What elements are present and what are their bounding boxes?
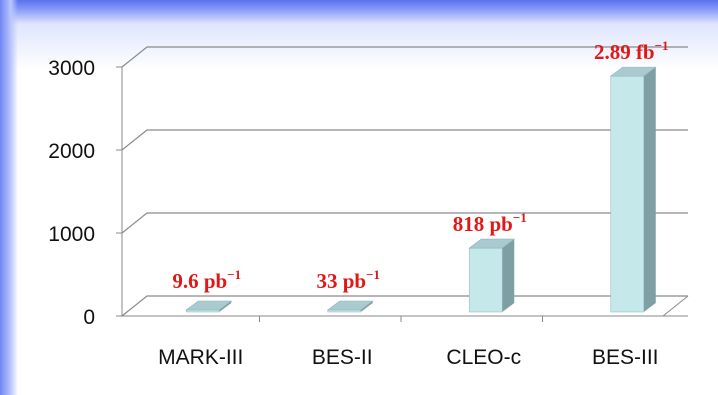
y-tick-label: 1000 — [48, 223, 95, 246]
gridline — [121, 212, 688, 234]
data-label: 818 pb−1 — [453, 210, 527, 236]
bar-top — [185, 300, 233, 311]
data-label: 9.6 pb−1 — [172, 267, 241, 293]
x-category-label: BES-III — [592, 346, 659, 369]
floor-edge — [662, 295, 689, 317]
x-category-label: MARK-III — [158, 346, 243, 369]
bar-front — [468, 247, 503, 313]
data-label-exponent: −1 — [366, 267, 380, 282]
y-tick-label: 0 — [83, 306, 95, 329]
data-label-exponent: −1 — [227, 267, 241, 282]
bar-side — [219, 301, 232, 312]
x-category-label: CLEO-c — [446, 346, 521, 369]
data-label-value: 2.89 fb — [594, 40, 655, 64]
bar-side — [360, 301, 373, 312]
bar-top — [468, 238, 516, 249]
bar-front — [610, 75, 645, 313]
gridline — [121, 129, 688, 151]
bar-layer — [185, 66, 657, 313]
data-label-exponent: −1 — [655, 38, 669, 53]
y-tick-label: 2000 — [48, 140, 95, 163]
slide-left-band — [0, 0, 18, 395]
data-label: 33 pb−1 — [316, 267, 380, 293]
x-category-label: BES-II — [312, 346, 373, 369]
bar-top — [326, 300, 374, 311]
data-label-value: 33 pb — [316, 269, 366, 293]
data-label-value: 818 pb — [453, 212, 513, 236]
data-label-value: 9.6 pb — [172, 269, 227, 293]
data-label: 2.89 fb−1 — [594, 38, 669, 64]
bar-side — [643, 67, 656, 312]
bar-side — [502, 239, 515, 312]
y-tick-label: 3000 — [48, 57, 95, 80]
bar-top — [609, 66, 657, 77]
data-label-exponent: −1 — [513, 210, 527, 225]
gridline — [121, 46, 688, 68]
